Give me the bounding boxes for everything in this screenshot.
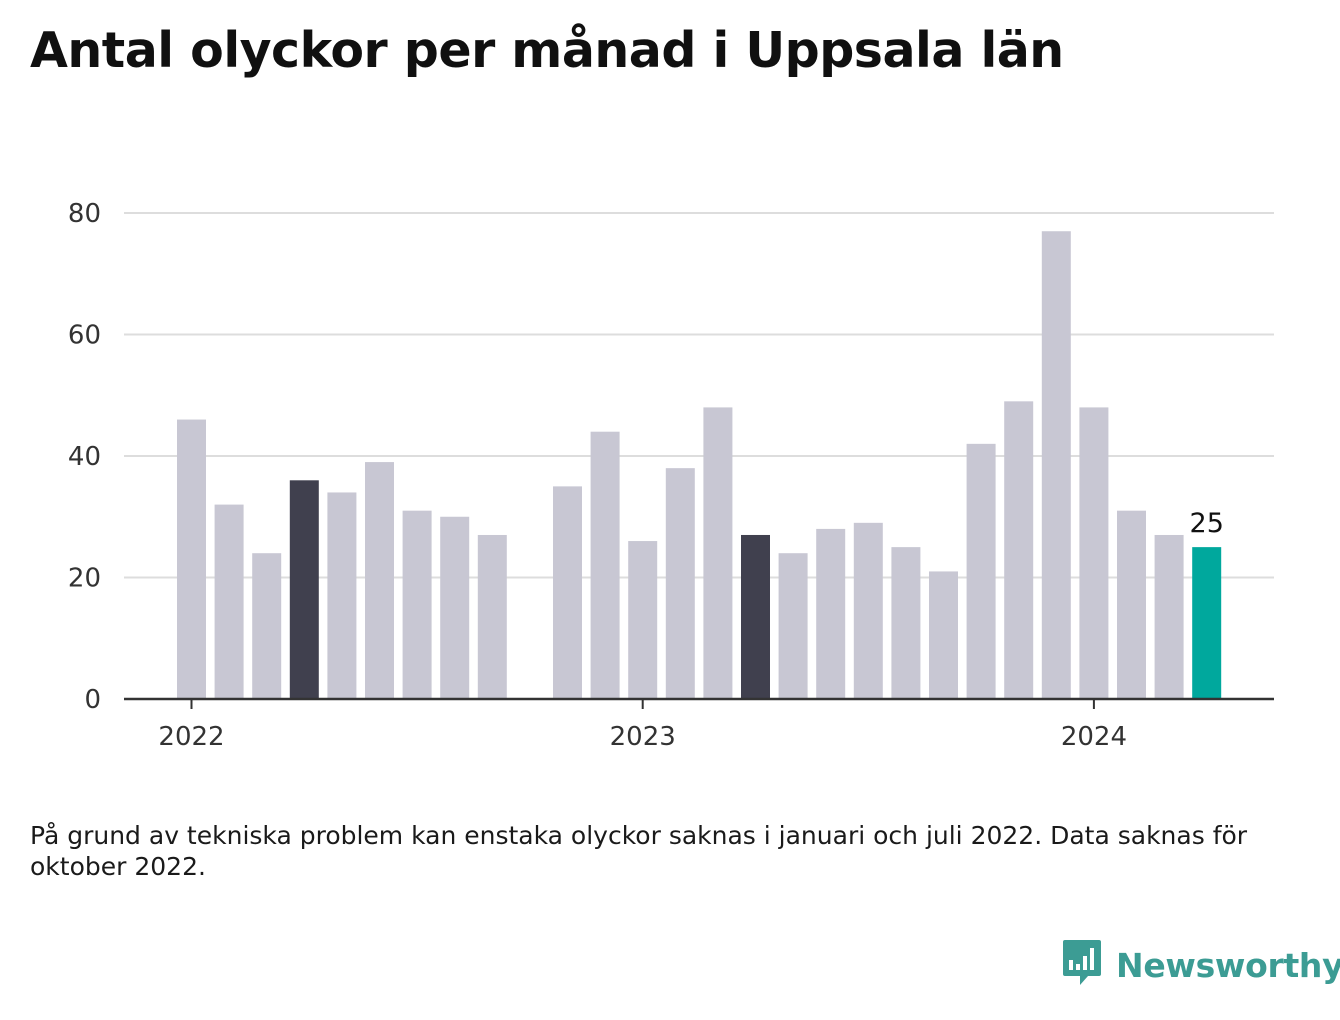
bar-2023-05	[778, 553, 808, 699]
bar-2023-07	[853, 522, 883, 699]
data-label: 25	[1190, 508, 1224, 539]
y-tick-label: 0	[84, 685, 101, 715]
bar-2022-07	[402, 510, 432, 699]
bar-2024-01	[1079, 407, 1109, 699]
x-tick-label: 2023	[610, 722, 676, 752]
bar-2022-11	[553, 486, 582, 699]
bar-2022-01	[177, 419, 206, 699]
bar-2023-10	[966, 443, 996, 699]
bar-2024-03	[1154, 534, 1184, 699]
bar-2022-04	[289, 480, 319, 699]
bar-2023-02	[665, 468, 695, 699]
y-tick-label: 20	[68, 564, 101, 594]
y-axis-labels: 0 20 40 60 80	[68, 199, 101, 715]
bar-2022-09	[477, 534, 507, 699]
bar-2022-06	[365, 462, 394, 699]
x-axis: 2022 2023 2024	[124, 697, 1274, 752]
bar-2023-04	[741, 534, 770, 699]
brand-name: Newsworthy	[1116, 945, 1340, 985]
bar-2023-11	[1004, 401, 1034, 699]
bar-2022-05	[327, 492, 357, 699]
newsworthy-logo-icon	[1062, 938, 1102, 992]
bar-chart: 0 20 40 60 80 2022 2023 2024 25	[68, 199, 1274, 752]
bar-2023-06	[816, 528, 846, 699]
bar-2022-02	[214, 504, 244, 699]
bar-2023-09	[929, 571, 958, 699]
y-tick-label: 80	[68, 199, 101, 229]
footnote: På grund av tekniska problem kan enstaka…	[30, 821, 1248, 881]
bar-2023-12	[1041, 231, 1071, 699]
brand-logo[interactable]: Newsworthy	[1062, 940, 1340, 990]
bar-2022-03	[252, 553, 282, 699]
x-tick-label: 2024	[1061, 722, 1127, 752]
x-tick-label: 2022	[158, 722, 224, 752]
y-tick-label: 40	[68, 442, 101, 472]
bar-2024-02	[1117, 510, 1146, 699]
bars	[177, 231, 1222, 699]
bar-2023-08	[891, 547, 921, 699]
y-tick-label: 60	[68, 321, 101, 351]
chart-title: Antal olyckor per månad i Uppsala län	[30, 22, 1064, 79]
bar-2023-03	[703, 407, 733, 699]
annotations: 25	[1190, 508, 1224, 539]
bar-2023-01	[628, 541, 658, 699]
bar-2024-04	[1192, 547, 1222, 699]
bar-2022-08	[440, 516, 470, 699]
bar-2022-12	[590, 431, 620, 699]
